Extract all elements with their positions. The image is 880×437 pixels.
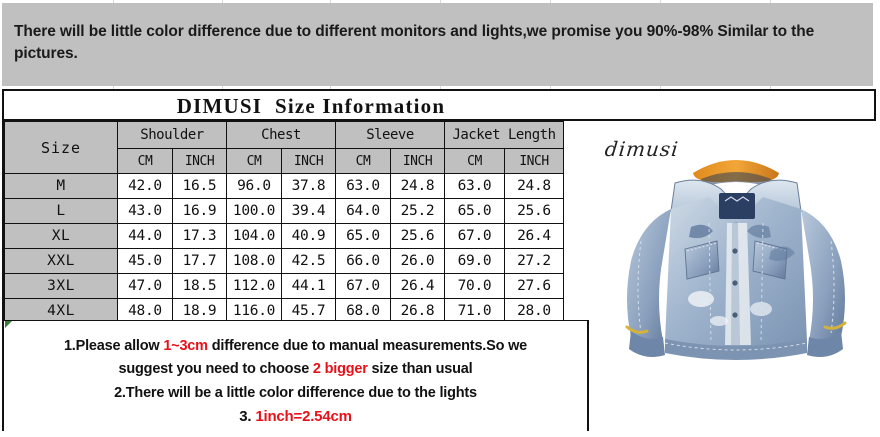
column-header-chest: Chest [226, 121, 336, 149]
table-row: L 43.0 16.9 100.0 39.4 64.0 25.2 65.0 25… [4, 198, 564, 224]
page-title: DIMUSI Size Information [176, 94, 446, 118]
row-size-label: 4XL [4, 298, 118, 324]
cell-chest-cm: 104.0 [226, 223, 282, 249]
cell-sleeve-inch: 26.4 [390, 273, 445, 299]
unit-header-chest-cm: CM [226, 148, 282, 174]
cell-shoulder-cm: 44.0 [117, 223, 173, 249]
table-row: 3XL 47.0 18.5 112.0 44.1 67.0 26.4 70.0 … [4, 273, 564, 299]
note-2-text-a: suggest you need to choose [118, 361, 313, 378]
unit-header-length-cm: CM [444, 148, 505, 174]
cell-chest-inch: 39.4 [281, 198, 336, 224]
unit-header-chest-inch: INCH [281, 148, 336, 174]
note-1-highlight: 1~3cm [163, 338, 208, 354]
cell-length-inch: 26.4 [504, 223, 564, 249]
column-header-sleeve: Sleeve [335, 121, 445, 149]
cell-length-inch: 25.6 [504, 198, 564, 224]
cell-chest-cm: 112.0 [226, 273, 282, 299]
note-2-highlight: 2 bigger [312, 361, 368, 378]
cell-chest-inch: 42.5 [281, 248, 336, 274]
cell-length-inch: 27.2 [504, 248, 564, 274]
cell-sleeve-inch: 26.0 [390, 248, 445, 274]
table-body: M 42.0 16.5 96.0 37.8 63.0 24.8 63.0 24.… [4, 173, 564, 324]
cell-length-inch: 27.6 [504, 273, 564, 299]
cell-shoulder-cm: 45.0 [117, 248, 173, 274]
cell-shoulder-cm: 48.0 [117, 298, 173, 324]
cell-chest-inch: 37.8 [281, 173, 336, 199]
column-header-jacket-length: Jacket Length [444, 121, 564, 149]
row-size-label: XXL [4, 248, 118, 274]
cell-sleeve-cm: 67.0 [335, 273, 391, 299]
cell-chest-inch: 44.1 [281, 273, 336, 299]
unit-header-shoulder-inch: INCH [172, 148, 227, 174]
note-1-text-a: 1.Please allow [63, 338, 164, 354]
product-photo-panel: dimusi [589, 121, 876, 431]
cell-shoulder-inch: 17.3 [172, 223, 227, 249]
chart-title-row: DIMUSI Size Information [4, 91, 874, 121]
table-group-header-row: Size Shoulder Chest Sleeve Jacket Length [4, 121, 564, 174]
cell-length-cm: 69.0 [444, 248, 505, 274]
unit-header-sleeve-cm: CM [335, 148, 391, 174]
cell-shoulder-cm: 42.0 [117, 173, 173, 199]
cell-sleeve-cm: 63.0 [335, 173, 391, 199]
note-line-3: 2.There will be a little color differenc… [114, 384, 477, 401]
size-chart-frame: DIMUSI Size Information Size Shoulder Ch… [2, 89, 876, 431]
cell-chest-cm: 100.0 [226, 198, 282, 224]
color-difference-notice: There will be little color difference du… [2, 3, 873, 86]
note-4-highlight: 1inch=2.54cm [255, 408, 352, 426]
cell-length-cm: 70.0 [444, 273, 505, 299]
cell-sleeve-cm: 65.0 [335, 223, 391, 249]
notice-line-1: There will be little color difference du… [14, 23, 815, 40]
cell-chest-cm: 108.0 [226, 248, 282, 274]
cell-sleeve-inch: 24.8 [390, 173, 445, 199]
table-row: XXL 45.0 17.7 108.0 42.5 66.0 26.0 69.0 … [4, 248, 564, 274]
notice-line-2: pictures. [14, 45, 78, 63]
note-2-text-b: size than usual [367, 361, 473, 378]
note-line-1: 1.Please allow 1~3cm difference due to m… [4, 335, 587, 358]
cell-chest-cm: 96.0 [226, 173, 282, 199]
cell-length-inch: 28.0 [504, 298, 564, 324]
cell-sleeve-cm: 64.0 [335, 198, 391, 224]
cell-length-inch: 24.8 [504, 173, 564, 199]
measurement-notes: 1.Please allow 1~3cm difference due to m… [4, 320, 589, 431]
note-4-text-a: 3. [239, 408, 256, 426]
unit-header-length-inch: INCH [504, 148, 564, 174]
table-row: XL 44.0 17.3 104.0 40.9 65.0 25.6 67.0 2… [4, 223, 564, 249]
cell-sleeve-cm: 66.0 [335, 248, 391, 274]
table-row: M 42.0 16.5 96.0 37.8 63.0 24.8 63.0 24.… [4, 173, 564, 199]
cell-shoulder-inch: 17.7 [172, 248, 227, 274]
unit-header-sleeve-inch: INCH [390, 148, 445, 174]
row-size-label: L [4, 198, 118, 224]
denim-jacket-photo [625, 160, 847, 360]
row-size-label: M [4, 173, 118, 199]
note-line-2: suggest you need to choose 2 bigger size… [4, 358, 587, 381]
cell-chest-inch: 45.7 [281, 298, 336, 324]
cell-length-cm: 67.0 [444, 223, 505, 249]
row-size-label: XL [4, 223, 118, 249]
size-information-table: Size Shoulder Chest Sleeve Jacket Length… [4, 121, 564, 324]
cell-shoulder-cm: 43.0 [117, 198, 173, 224]
note-line-4: 3. 1inch=2.54cm [4, 405, 587, 429]
cell-shoulder-cm: 47.0 [117, 273, 173, 299]
unit-header-shoulder-cm: CM [117, 148, 173, 174]
cell-sleeve-inch: 26.8 [390, 298, 445, 324]
cell-shoulder-inch: 18.5 [172, 273, 227, 299]
cell-length-cm: 65.0 [444, 198, 505, 224]
cell-chest-cm: 116.0 [226, 298, 282, 324]
cell-sleeve-inch: 25.2 [390, 198, 445, 224]
row-size-label: 3XL [4, 273, 118, 299]
column-header-shoulder: Shoulder [117, 121, 227, 149]
cell-sleeve-inch: 25.6 [390, 223, 445, 249]
bottom-grid-strip [0, 431, 880, 437]
note-1-text-b: difference due to manual measurements.So… [207, 338, 528, 354]
cell-corner-marker-icon [5, 321, 12, 328]
cell-length-cm: 63.0 [444, 173, 505, 199]
column-header-size: Size [4, 121, 118, 174]
cell-chest-inch: 40.9 [281, 223, 336, 249]
cell-shoulder-inch: 18.9 [172, 298, 227, 324]
cell-shoulder-inch: 16.5 [172, 173, 227, 199]
brand-logo: dimusi [603, 137, 680, 161]
cell-shoulder-inch: 16.9 [172, 198, 227, 224]
